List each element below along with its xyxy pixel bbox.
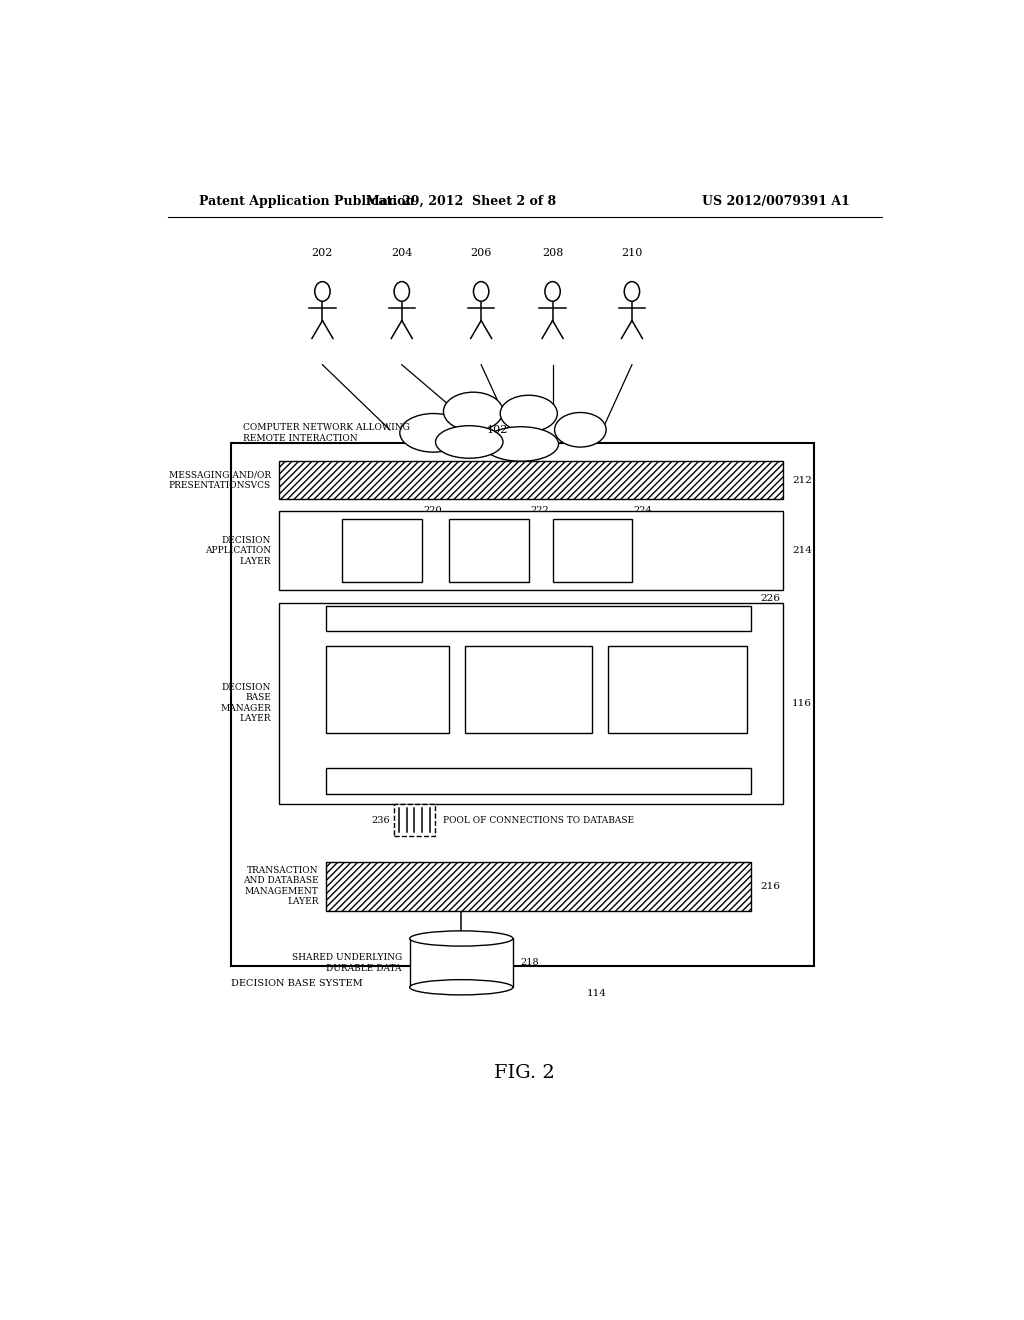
Text: 230: 230 bbox=[468, 631, 486, 640]
Bar bbox=[231, 444, 814, 966]
Text: DECISION BASE SYSTEM: DECISION BASE SYSTEM bbox=[231, 978, 362, 987]
Text: 214: 214 bbox=[793, 546, 812, 556]
Text: 236: 236 bbox=[372, 816, 390, 825]
Text: 114: 114 bbox=[587, 989, 606, 998]
Bar bbox=[327, 768, 751, 793]
Text: DECISION
APPLICATION
CONTEXT SERVICES: DECISION APPLICATION CONTEXT SERVICES bbox=[482, 676, 574, 702]
Bar bbox=[465, 647, 592, 733]
Text: 206: 206 bbox=[470, 248, 492, 257]
Text: TRANSACTION
AND DATABASE
MANAGEMENT
LAYER: TRANSACTION AND DATABASE MANAGEMENT LAYE… bbox=[243, 866, 318, 907]
Text: 218: 218 bbox=[521, 958, 540, 968]
Text: APPL_2: APPL_2 bbox=[469, 546, 509, 556]
Text: 232: 232 bbox=[610, 631, 630, 640]
Ellipse shape bbox=[483, 426, 558, 461]
Text: Mar. 29, 2012  Sheet 2 of 8: Mar. 29, 2012 Sheet 2 of 8 bbox=[367, 194, 556, 207]
Bar bbox=[394, 804, 435, 837]
Bar bbox=[327, 862, 751, 911]
Text: 210: 210 bbox=[622, 248, 643, 257]
Bar bbox=[279, 511, 782, 590]
Bar bbox=[327, 647, 450, 733]
Ellipse shape bbox=[443, 392, 503, 430]
Text: APPL_1: APPL_1 bbox=[361, 546, 402, 556]
Text: DECISION BASE
DEADLOCK
AVOIDANCE: DECISION BASE DEADLOCK AVOIDANCE bbox=[641, 676, 714, 702]
Ellipse shape bbox=[410, 931, 513, 946]
Text: DECISION CONTEXTS: DECISION CONTEXTS bbox=[481, 614, 596, 623]
Text: 116: 116 bbox=[793, 698, 812, 708]
Ellipse shape bbox=[435, 426, 503, 458]
Ellipse shape bbox=[410, 979, 513, 995]
Ellipse shape bbox=[555, 412, 606, 447]
Ellipse shape bbox=[500, 395, 557, 432]
Text: 226: 226 bbox=[761, 594, 780, 603]
Bar bbox=[608, 647, 748, 733]
Text: Patent Application Publication: Patent Application Publication bbox=[200, 194, 415, 207]
Text: US 2012/0079391 A1: US 2012/0079391 A1 bbox=[702, 194, 850, 207]
Text: SHARED UNDERLYING
DURABLE DATA: SHARED UNDERLYING DURABLE DATA bbox=[292, 953, 401, 973]
Text: 202: 202 bbox=[311, 248, 333, 257]
Text: 220: 220 bbox=[423, 506, 441, 515]
Bar bbox=[450, 519, 528, 582]
Text: 228: 228 bbox=[329, 631, 347, 640]
Text: DECISION
APPLICATION
LAYER: DECISION APPLICATION LAYER bbox=[205, 536, 270, 566]
Bar bbox=[279, 602, 782, 804]
Text: POOL OF CONNECTIONS TO DATABASE: POOL OF CONNECTIONS TO DATABASE bbox=[443, 816, 634, 825]
Text: 216: 216 bbox=[761, 882, 780, 891]
Bar bbox=[410, 939, 513, 987]
Text: 208: 208 bbox=[542, 248, 563, 257]
Ellipse shape bbox=[399, 413, 467, 453]
Text: DECISION
BASE
MANAGER
LAYER: DECISION BASE MANAGER LAYER bbox=[220, 682, 270, 723]
Text: 224: 224 bbox=[634, 506, 652, 515]
Bar bbox=[327, 606, 751, 631]
Text: FIG. 2: FIG. 2 bbox=[495, 1064, 555, 1082]
Text: 222: 222 bbox=[530, 506, 549, 515]
Text: DECISION
BASE FILE
MANAGEMENT: DECISION BASE FILE MANAGEMENT bbox=[353, 676, 422, 702]
Bar bbox=[342, 519, 422, 582]
Text: COMPUTER NETWORK ALLOWING
REMOTE INTERACTION: COMPUTER NETWORK ALLOWING REMOTE INTERAC… bbox=[243, 424, 410, 442]
Text: 204: 204 bbox=[391, 248, 413, 257]
Bar bbox=[553, 519, 632, 582]
Text: 212: 212 bbox=[793, 475, 812, 484]
Text: 102: 102 bbox=[486, 425, 508, 434]
Text: DATABASE CONNECTION MANAGEMENT: DATABASE CONNECTION MANAGEMENT bbox=[431, 776, 646, 785]
Bar bbox=[279, 461, 782, 499]
Text: MESSAGING AND/OR
PRESENTATIONSVCS: MESSAGING AND/OR PRESENTATIONSVCS bbox=[169, 470, 270, 490]
Text: APPL_3: APPL_3 bbox=[572, 546, 612, 556]
Text: 234: 234 bbox=[761, 776, 780, 785]
